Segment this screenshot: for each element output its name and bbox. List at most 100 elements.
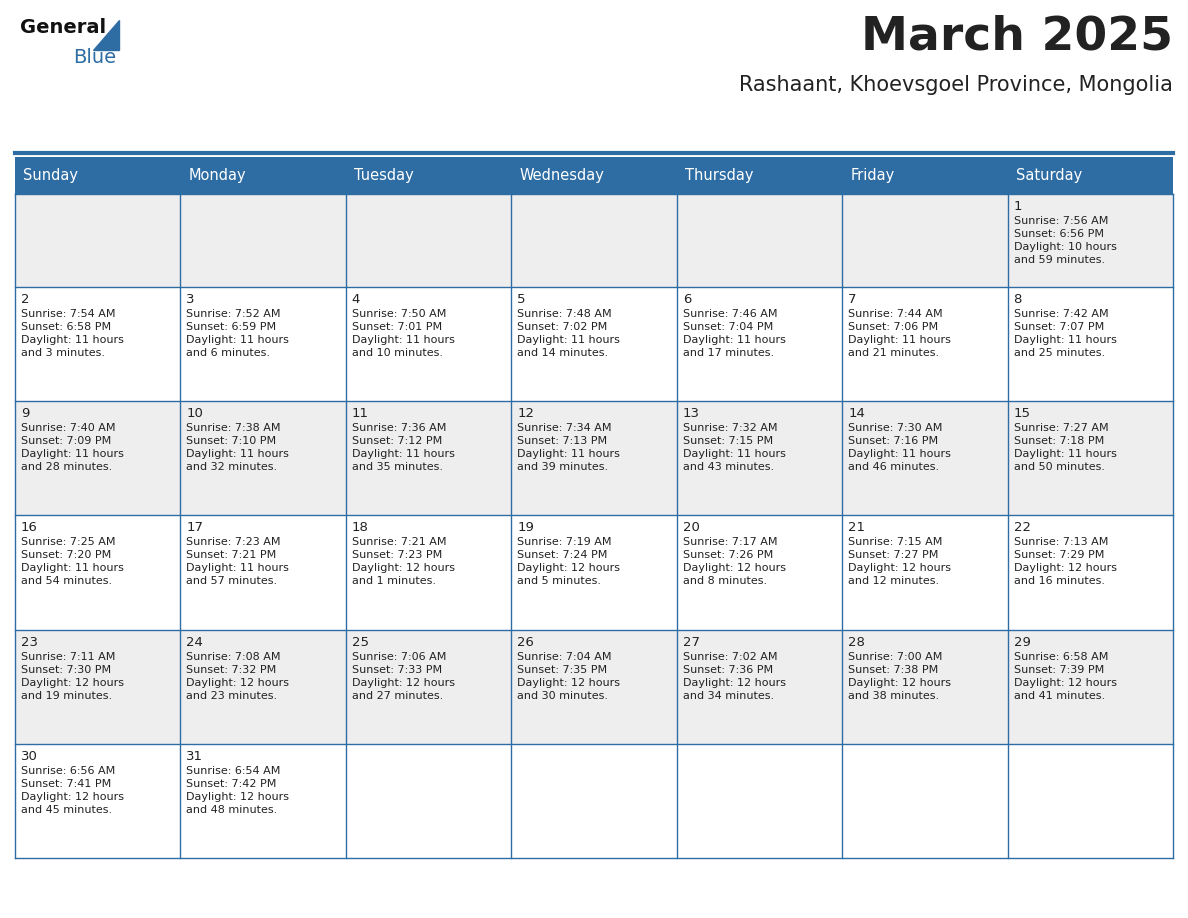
Text: Sunset: 7:24 PM: Sunset: 7:24 PM xyxy=(517,551,607,560)
Text: Sunset: 7:16 PM: Sunset: 7:16 PM xyxy=(848,436,939,446)
Polygon shape xyxy=(93,20,119,50)
Text: Sunset: 7:20 PM: Sunset: 7:20 PM xyxy=(21,551,112,560)
Text: Daylight: 12 hours: Daylight: 12 hours xyxy=(848,564,952,574)
Text: 1: 1 xyxy=(1013,200,1022,213)
Text: 23: 23 xyxy=(21,635,38,649)
Text: Friday: Friday xyxy=(851,168,895,183)
Text: 12: 12 xyxy=(517,408,535,420)
Text: Sunrise: 7:19 AM: Sunrise: 7:19 AM xyxy=(517,537,612,547)
Text: and 21 minutes.: and 21 minutes. xyxy=(848,348,940,358)
Text: Daylight: 12 hours: Daylight: 12 hours xyxy=(187,677,290,688)
Text: General: General xyxy=(20,18,106,37)
Text: 4: 4 xyxy=(352,293,360,306)
Text: Sunset: 6:58 PM: Sunset: 6:58 PM xyxy=(21,322,112,332)
Text: Sunrise: 7:08 AM: Sunrise: 7:08 AM xyxy=(187,652,280,662)
Text: Tuesday: Tuesday xyxy=(354,168,413,183)
Text: 22: 22 xyxy=(1013,521,1030,534)
Text: and 16 minutes.: and 16 minutes. xyxy=(1013,577,1105,587)
Text: Sunday: Sunday xyxy=(23,168,78,183)
Text: Daylight: 12 hours: Daylight: 12 hours xyxy=(21,792,124,801)
Text: Sunset: 7:09 PM: Sunset: 7:09 PM xyxy=(21,436,112,446)
Text: Daylight: 12 hours: Daylight: 12 hours xyxy=(352,677,455,688)
Text: Thursday: Thursday xyxy=(684,168,753,183)
Text: Sunrise: 7:21 AM: Sunrise: 7:21 AM xyxy=(352,537,447,547)
Text: Daylight: 11 hours: Daylight: 11 hours xyxy=(352,335,455,345)
Text: Sunset: 7:12 PM: Sunset: 7:12 PM xyxy=(352,436,442,446)
Text: 9: 9 xyxy=(21,408,30,420)
Text: March 2025: March 2025 xyxy=(861,15,1173,60)
Text: and 48 minutes.: and 48 minutes. xyxy=(187,805,278,815)
Text: Sunset: 6:59 PM: Sunset: 6:59 PM xyxy=(187,322,277,332)
Text: Sunrise: 7:13 AM: Sunrise: 7:13 AM xyxy=(1013,537,1108,547)
Text: Daylight: 12 hours: Daylight: 12 hours xyxy=(21,677,124,688)
Text: Sunrise: 7:27 AM: Sunrise: 7:27 AM xyxy=(1013,423,1108,433)
Text: 17: 17 xyxy=(187,521,203,534)
Text: Sunrise: 7:44 AM: Sunrise: 7:44 AM xyxy=(848,309,943,319)
Text: Daylight: 11 hours: Daylight: 11 hours xyxy=(1013,449,1117,459)
Text: 27: 27 xyxy=(683,635,700,649)
Bar xyxy=(15,401,1173,515)
Text: Saturday: Saturday xyxy=(1016,168,1082,183)
Text: Sunrise: 7:32 AM: Sunrise: 7:32 AM xyxy=(683,423,777,433)
Text: Daylight: 12 hours: Daylight: 12 hours xyxy=(848,677,952,688)
Text: Sunrise: 7:42 AM: Sunrise: 7:42 AM xyxy=(1013,309,1108,319)
Text: and 6 minutes.: and 6 minutes. xyxy=(187,348,271,358)
Text: Sunset: 7:18 PM: Sunset: 7:18 PM xyxy=(1013,436,1104,446)
Text: Sunset: 7:41 PM: Sunset: 7:41 PM xyxy=(21,778,112,789)
Text: and 1 minutes.: and 1 minutes. xyxy=(352,577,436,587)
Text: and 45 minutes.: and 45 minutes. xyxy=(21,805,112,815)
Text: Daylight: 11 hours: Daylight: 11 hours xyxy=(187,564,290,574)
Text: Sunset: 7:06 PM: Sunset: 7:06 PM xyxy=(848,322,939,332)
Text: and 19 minutes.: and 19 minutes. xyxy=(21,690,112,700)
Text: 8: 8 xyxy=(1013,293,1022,306)
Text: and 14 minutes.: and 14 minutes. xyxy=(517,348,608,358)
Text: Sunset: 7:10 PM: Sunset: 7:10 PM xyxy=(187,436,277,446)
Text: Sunrise: 7:34 AM: Sunrise: 7:34 AM xyxy=(517,423,612,433)
Text: Sunrise: 7:06 AM: Sunrise: 7:06 AM xyxy=(352,652,447,662)
Text: 30: 30 xyxy=(21,750,38,763)
Text: 31: 31 xyxy=(187,750,203,763)
Text: Sunset: 7:35 PM: Sunset: 7:35 PM xyxy=(517,665,607,675)
Text: and 38 minutes.: and 38 minutes. xyxy=(848,690,940,700)
Text: and 27 minutes.: and 27 minutes. xyxy=(352,690,443,700)
Text: and 25 minutes.: and 25 minutes. xyxy=(1013,348,1105,358)
Text: Sunrise: 7:30 AM: Sunrise: 7:30 AM xyxy=(848,423,942,433)
Text: and 30 minutes.: and 30 minutes. xyxy=(517,690,608,700)
Text: 7: 7 xyxy=(848,293,857,306)
Text: Sunrise: 7:04 AM: Sunrise: 7:04 AM xyxy=(517,652,612,662)
Text: Sunset: 7:13 PM: Sunset: 7:13 PM xyxy=(517,436,607,446)
Text: and 5 minutes.: and 5 minutes. xyxy=(517,577,601,587)
Bar xyxy=(15,194,1173,287)
Text: Daylight: 11 hours: Daylight: 11 hours xyxy=(1013,335,1117,345)
Text: Wednesday: Wednesday xyxy=(519,168,605,183)
Text: 10: 10 xyxy=(187,408,203,420)
Text: Sunrise: 7:00 AM: Sunrise: 7:00 AM xyxy=(848,652,942,662)
Text: Daylight: 11 hours: Daylight: 11 hours xyxy=(517,335,620,345)
Text: and 32 minutes.: and 32 minutes. xyxy=(187,462,278,472)
Text: Daylight: 12 hours: Daylight: 12 hours xyxy=(1013,564,1117,574)
Text: Daylight: 11 hours: Daylight: 11 hours xyxy=(848,449,952,459)
Text: and 39 minutes.: and 39 minutes. xyxy=(517,462,608,472)
Text: Daylight: 11 hours: Daylight: 11 hours xyxy=(187,335,290,345)
Text: 3: 3 xyxy=(187,293,195,306)
Text: 25: 25 xyxy=(352,635,368,649)
Text: 11: 11 xyxy=(352,408,368,420)
Text: Daylight: 12 hours: Daylight: 12 hours xyxy=(517,677,620,688)
Text: 15: 15 xyxy=(1013,408,1030,420)
Bar xyxy=(15,744,1173,858)
Text: 14: 14 xyxy=(848,408,865,420)
Text: Sunset: 7:33 PM: Sunset: 7:33 PM xyxy=(352,665,442,675)
Text: and 54 minutes.: and 54 minutes. xyxy=(21,577,112,587)
Text: Daylight: 11 hours: Daylight: 11 hours xyxy=(352,449,455,459)
Text: Daylight: 11 hours: Daylight: 11 hours xyxy=(848,335,952,345)
Text: 28: 28 xyxy=(848,635,865,649)
Text: Sunset: 7:30 PM: Sunset: 7:30 PM xyxy=(21,665,112,675)
Text: Sunset: 7:42 PM: Sunset: 7:42 PM xyxy=(187,778,277,789)
Text: Daylight: 11 hours: Daylight: 11 hours xyxy=(683,449,785,459)
Text: and 41 minutes.: and 41 minutes. xyxy=(1013,690,1105,700)
Text: Monday: Monday xyxy=(189,168,246,183)
Text: Sunset: 6:56 PM: Sunset: 6:56 PM xyxy=(1013,229,1104,239)
Text: Daylight: 12 hours: Daylight: 12 hours xyxy=(352,564,455,574)
Text: Sunset: 7:15 PM: Sunset: 7:15 PM xyxy=(683,436,773,446)
Text: Sunrise: 7:50 AM: Sunrise: 7:50 AM xyxy=(352,309,447,319)
